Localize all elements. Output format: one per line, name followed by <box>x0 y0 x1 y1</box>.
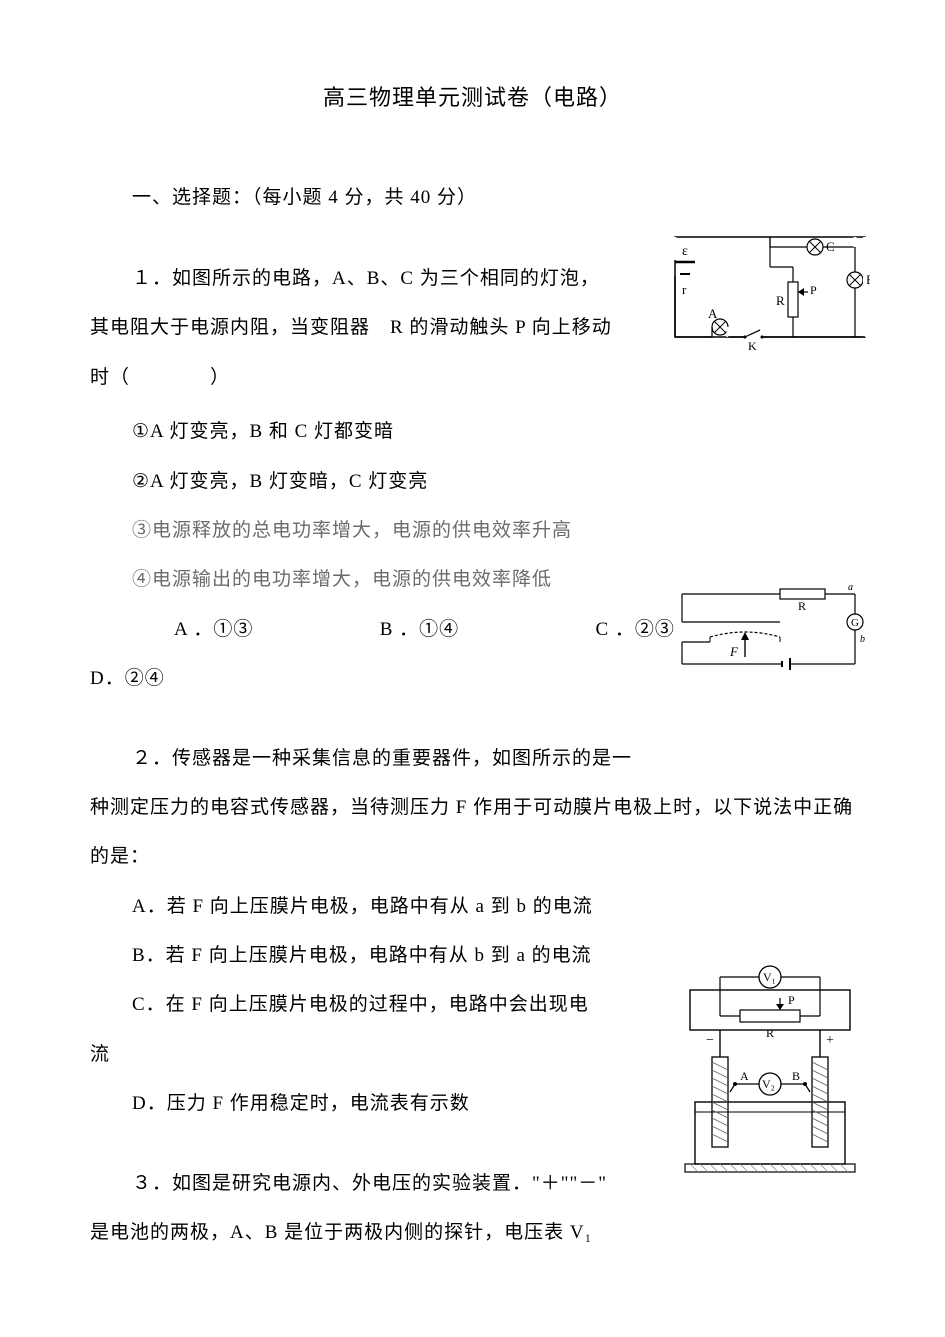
label-r: r <box>682 282 687 297</box>
label-b2: b <box>860 634 865 645</box>
label-k: K <box>748 339 757 352</box>
label-eps: ε <box>682 244 688 259</box>
q2-body: 种测定压力的电容式传感器，当待测压力 F 作用于可动膜片电极上时，以下说法中正确… <box>90 783 855 882</box>
q1-opt1: ①A 灯变亮，B 和 C 灯都变暗 <box>90 407 855 456</box>
page-title: 高三物理单元测试卷（电路） <box>90 80 855 112</box>
label-a: A <box>708 306 718 321</box>
label-v1: V₁ <box>763 970 776 984</box>
circuit-diagram-3: V₁ P R − + <box>670 962 870 1177</box>
q3-line2: 是电池的两极，A、B 是位于两极内侧的探针，电压表 V₁ <box>90 1208 855 1257</box>
label-R2: R <box>798 599 806 613</box>
label-P: P <box>810 283 817 297</box>
label-B3: B <box>792 1069 800 1083</box>
q1-opt3: ③电源释放的总电功率增大，电源的供电效率升高 <box>90 506 855 555</box>
circuit-diagram-2: R a G b F <box>670 582 870 677</box>
label-A3: A <box>740 1069 749 1083</box>
q1-ans-a: A ．①③ <box>132 605 332 654</box>
q1-line3: 时（ ） <box>90 353 855 402</box>
label-v2: V₂ <box>762 1077 775 1091</box>
label-F: F <box>729 644 739 659</box>
label-plus: + <box>826 1033 834 1048</box>
q2-line1: ２．传感器是一种采集信息的重要器件，如图所示的是一 <box>90 734 855 783</box>
label-minus: − <box>706 1033 714 1048</box>
q1-opt2: ②A 灯变亮，B 灯变暗，C 灯变亮 <box>90 457 855 506</box>
label-R: R <box>776 293 785 308</box>
label-G: G <box>851 617 859 629</box>
circuit-diagram-1: ε r C B R P A <box>670 232 870 352</box>
section-header: 一、选择题：（每小题 4 分，共 40 分） <box>90 182 855 209</box>
label-a: a <box>848 582 853 593</box>
q2-opt-a: A．若 F 向上压膜片电极，电路中有从 a 到 b 的电流 <box>90 882 855 931</box>
label-R3: R <box>766 1026 774 1040</box>
label-P3: P <box>788 993 795 1007</box>
q1-ans-b: B ．①④ <box>338 605 548 654</box>
